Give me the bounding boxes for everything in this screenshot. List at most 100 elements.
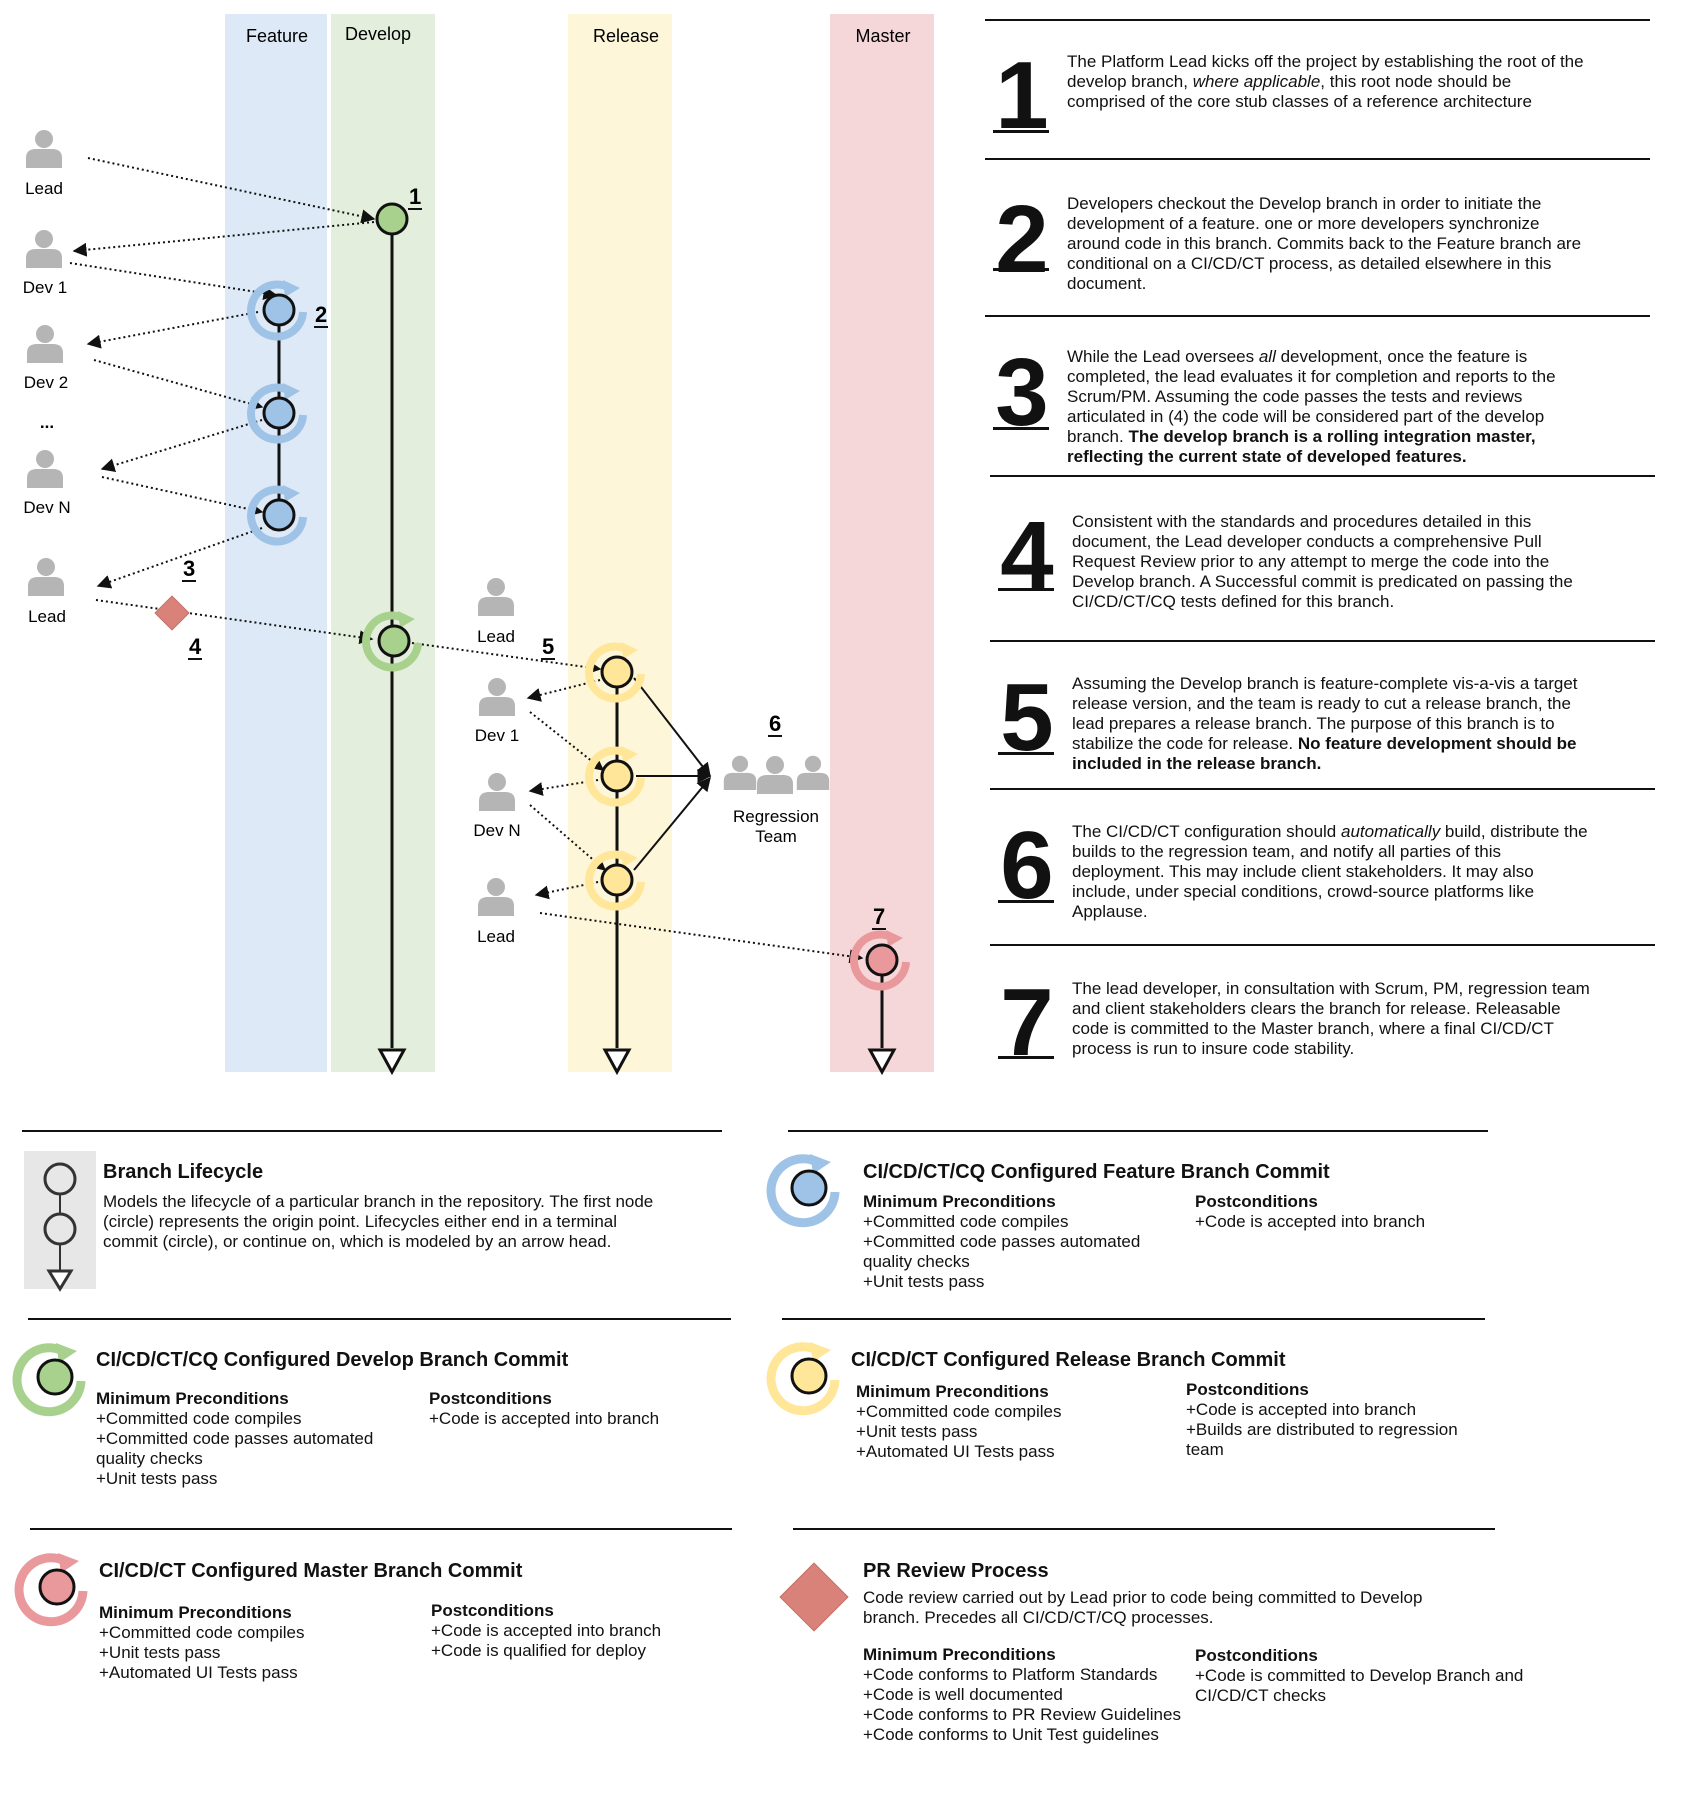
lane-label-release: Release	[593, 26, 659, 46]
precondition-item: +Automated UI Tests pass	[99, 1663, 298, 1682]
lane-label-develop: Develop	[345, 24, 411, 44]
legend-pr-postconditions: Postconditions +Code is committed to Dev…	[1195, 1646, 1525, 1706]
connector-dev2-to-feature	[93, 359, 264, 411]
step-2: 2 Developers checkout the Develop branch…	[985, 192, 1655, 312]
legend-divider	[22, 1130, 722, 1132]
step-3-bold-text: The develop branch is a rolling integrat…	[1067, 427, 1536, 466]
legend-pr-desc: Code review carried out by Lead prior to…	[863, 1588, 1423, 1627]
precondition-item: +Automated UI Tests pass	[856, 1442, 1055, 1461]
marker-1: 1	[409, 184, 421, 209]
divider	[990, 944, 1655, 946]
precondition-item: +Committed code passes automated quality…	[863, 1232, 1141, 1271]
release-commit-node-3	[585, 850, 645, 911]
dev1-person-icon	[26, 230, 62, 268]
release-lead-bottom-label: Lead	[477, 927, 515, 946]
legend-pr-preconditions: Minimum Preconditions +Code conforms to …	[863, 1645, 1183, 1745]
step-5-bold-text: No feature development should be include…	[1072, 734, 1577, 773]
legend-divider	[28, 1318, 731, 1320]
connector-lead-to-develop-root	[87, 157, 376, 224]
divider	[990, 640, 1655, 642]
marker-4: 4	[189, 634, 202, 659]
release-to-regression-3	[633, 776, 711, 871]
preconditions-heading: Minimum Preconditions	[863, 1192, 1056, 1211]
release-lead-top-label: Lead	[477, 627, 515, 646]
legend-feature-preconditions: Minimum Preconditions +Committed code co…	[863, 1192, 1163, 1292]
step-1: 1 The Platform Lead kicks off the projec…	[985, 48, 1655, 148]
lane-label-master: Master	[855, 26, 910, 46]
regression-team-icon	[723, 755, 830, 794]
connector-devn-to-feature	[101, 476, 264, 517]
legend-feature-commit-icon	[766, 1154, 840, 1228]
dev2-label: Dev 2	[24, 373, 68, 392]
legend-release-title: CI/CD/CT Configured Release Branch Commi…	[851, 1349, 1286, 1371]
legend-lifecycle-title: Branch Lifecycle	[103, 1161, 264, 1183]
step-number: 1	[995, 42, 1048, 149]
precondition-item: +Unit tests pass	[856, 1422, 978, 1441]
marker-7: 7	[873, 904, 885, 929]
legend-divider	[782, 1318, 1485, 1320]
precondition-item: +Committed code compiles	[856, 1402, 1062, 1421]
precondition-item: +Code conforms to PR Review Guidelines	[863, 1705, 1181, 1724]
postconditions-heading: Postconditions	[1195, 1192, 1318, 1211]
precondition-item: +Code conforms to Unit Test guidelines	[863, 1725, 1159, 1744]
step-number: 6	[1000, 812, 1053, 919]
legend-master-postconditions: Postconditions +Code is accepted into br…	[431, 1601, 731, 1661]
step-text: The CI/CD/CT configuration should automa…	[1072, 822, 1588, 921]
marker-2: 2	[315, 302, 327, 327]
step-number: 5	[1000, 664, 1053, 771]
step-number-underline	[998, 752, 1054, 755]
postcondition-item: +Code is accepted into branch	[429, 1409, 660, 1428]
legend-lifecycle-desc: Models the lifecycle of a particular bra…	[103, 1192, 654, 1251]
master-commit-node	[850, 930, 910, 991]
devn-person-icon	[27, 450, 63, 488]
pr-review-diamond	[154, 595, 190, 631]
divider	[985, 158, 1650, 160]
legend-master-preconditions: Minimum Preconditions +Committed code co…	[99, 1603, 399, 1683]
step-6: 6 The CI/CD/CT configuration should auto…	[990, 818, 1660, 938]
lead-top-person-icon	[26, 130, 62, 168]
legend-pr-title: PR Review Process	[863, 1560, 1049, 1582]
dev1-label: Dev 1	[23, 278, 67, 297]
legend-develop-title: CI/CD/CT/CQ Configured Develop Branch Co…	[96, 1349, 569, 1371]
release-dev1-label: Dev 1	[475, 726, 519, 745]
step-number-underline	[993, 268, 1049, 271]
postconditions-heading: Postconditions	[429, 1389, 552, 1408]
legend-divider	[30, 1528, 732, 1530]
postconditions-heading: Postconditions	[1195, 1646, 1318, 1665]
legend-release-commit-icon	[766, 1342, 840, 1416]
legend-divider	[788, 1130, 1488, 1132]
feature-commit-node-2	[247, 383, 307, 444]
preconditions-heading: Minimum Preconditions	[856, 1382, 1049, 1401]
postcondition-item: +Code is accepted into branch	[1186, 1400, 1417, 1419]
legend-lifecycle-icon	[24, 1151, 96, 1292]
postconditions-heading: Postconditions	[431, 1601, 554, 1620]
divider	[985, 315, 1650, 317]
lane-label-feature: Feature	[246, 26, 308, 46]
marker-5: 5	[542, 634, 554, 659]
release-lead-bottom-person-icon	[478, 878, 514, 916]
release-lead-top-person-icon	[478, 578, 514, 616]
develop-root-node	[375, 202, 409, 236]
precondition-item: +Committed code compiles	[99, 1623, 305, 1642]
legend-feature-postconditions: Postconditions +Code is accepted into br…	[1195, 1192, 1485, 1232]
step-text: The lead developer, in consultation with…	[1072, 979, 1590, 1058]
preconditions-heading: Minimum Preconditions	[96, 1389, 289, 1408]
release-commit-node-1	[585, 642, 645, 703]
postcondition-item: +Code is committed to Develop Branch and…	[1195, 1666, 1524, 1705]
preconditions-heading: Minimum Preconditions	[863, 1645, 1056, 1664]
develop-commit-node	[362, 611, 422, 672]
master-lane	[830, 14, 934, 1072]
divider	[990, 475, 1655, 477]
step-text: Consistent with the standards and proced…	[1072, 512, 1573, 611]
legend-feature-title: CI/CD/CT/CQ Configured Feature Branch Co…	[863, 1161, 1330, 1183]
release-to-regression-1	[633, 677, 711, 778]
connector-develop-to-dev1	[72, 221, 375, 257]
develop-lane	[331, 14, 435, 1072]
dev2-person-icon	[27, 325, 63, 363]
precondition-item: +Unit tests pass	[99, 1643, 221, 1662]
step-4: 4 Consistent with the standards and proc…	[990, 508, 1660, 623]
step-text: Developers checkout the Develop branch i…	[1067, 194, 1582, 293]
step-text: While the Lead oversees all development,…	[1067, 347, 1556, 466]
step-number: 4	[1000, 502, 1053, 609]
release-dev1-person-icon	[479, 678, 515, 716]
